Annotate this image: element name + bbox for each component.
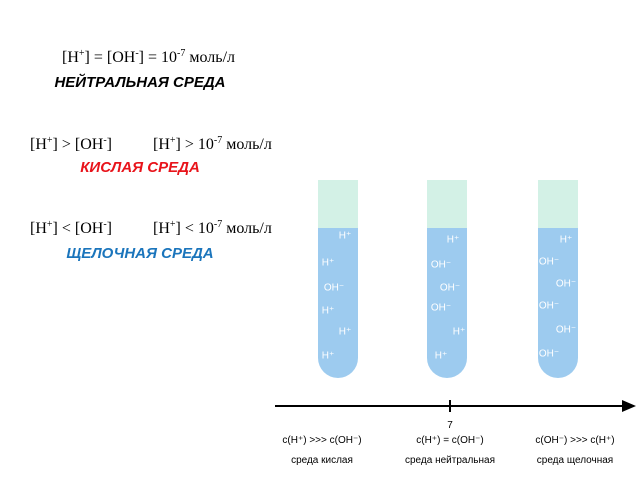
heading: ЩЕЛОЧНАЯ СРЕДА xyxy=(66,245,214,262)
formula: [H+] = [OH-] = 10-7 моль/л xyxy=(62,48,235,66)
ion-label: OH⁻ xyxy=(324,283,344,294)
ion-label: H⁺ xyxy=(453,327,466,338)
ion-label: H⁺ xyxy=(339,327,352,338)
ion-label: OH⁻ xyxy=(556,325,576,336)
ion-label: OH⁻ xyxy=(431,303,451,314)
medium-label: среда кислая xyxy=(291,455,353,466)
ion-label: OH⁻ xyxy=(556,279,576,290)
formula: [H+] < [OH-] xyxy=(30,219,112,237)
ion-label: H⁺ xyxy=(339,231,352,242)
tube-liquid xyxy=(427,228,467,378)
ion-label: H⁺ xyxy=(322,351,335,362)
ion-label: OH⁻ xyxy=(431,260,451,271)
ion-label: H⁺ xyxy=(560,235,573,246)
heading: НЕЙТРАЛЬНАЯ СРЕДА xyxy=(54,74,226,91)
relation-label: c(OH⁻) >>> c(H⁺) xyxy=(535,435,614,446)
medium-label: среда щелочная xyxy=(537,455,613,466)
ion-label: OH⁻ xyxy=(539,301,559,312)
axis-label: 7 xyxy=(447,420,453,431)
medium-label: среда нейтральная xyxy=(405,455,495,466)
ion-label: OH⁻ xyxy=(539,349,559,360)
ion-label: H⁺ xyxy=(322,306,335,317)
tube-top xyxy=(538,180,578,228)
ion-label: H⁺ xyxy=(322,258,335,269)
formula: [H+] > [OH-] xyxy=(30,135,112,153)
formula: [H+] < 10-7 моль/л xyxy=(153,219,272,237)
ion-label: OH⁻ xyxy=(440,283,460,294)
tube-liquid xyxy=(318,228,358,378)
axis-arrow xyxy=(622,400,636,412)
ion-label: H⁺ xyxy=(447,235,460,246)
tube-top xyxy=(427,180,467,228)
relation-label: c(H⁺) = c(OH⁻) xyxy=(416,435,484,446)
ion-label: OH⁻ xyxy=(539,257,559,268)
ion-label: H⁺ xyxy=(435,351,448,362)
tube-top xyxy=(318,180,358,228)
relation-label: c(H⁺) >>> c(OH⁻) xyxy=(282,435,361,446)
formula: [H+] > 10-7 моль/л xyxy=(153,135,272,153)
heading: КИСЛАЯ СРЕДА xyxy=(80,159,200,176)
tube-liquid xyxy=(538,228,578,378)
